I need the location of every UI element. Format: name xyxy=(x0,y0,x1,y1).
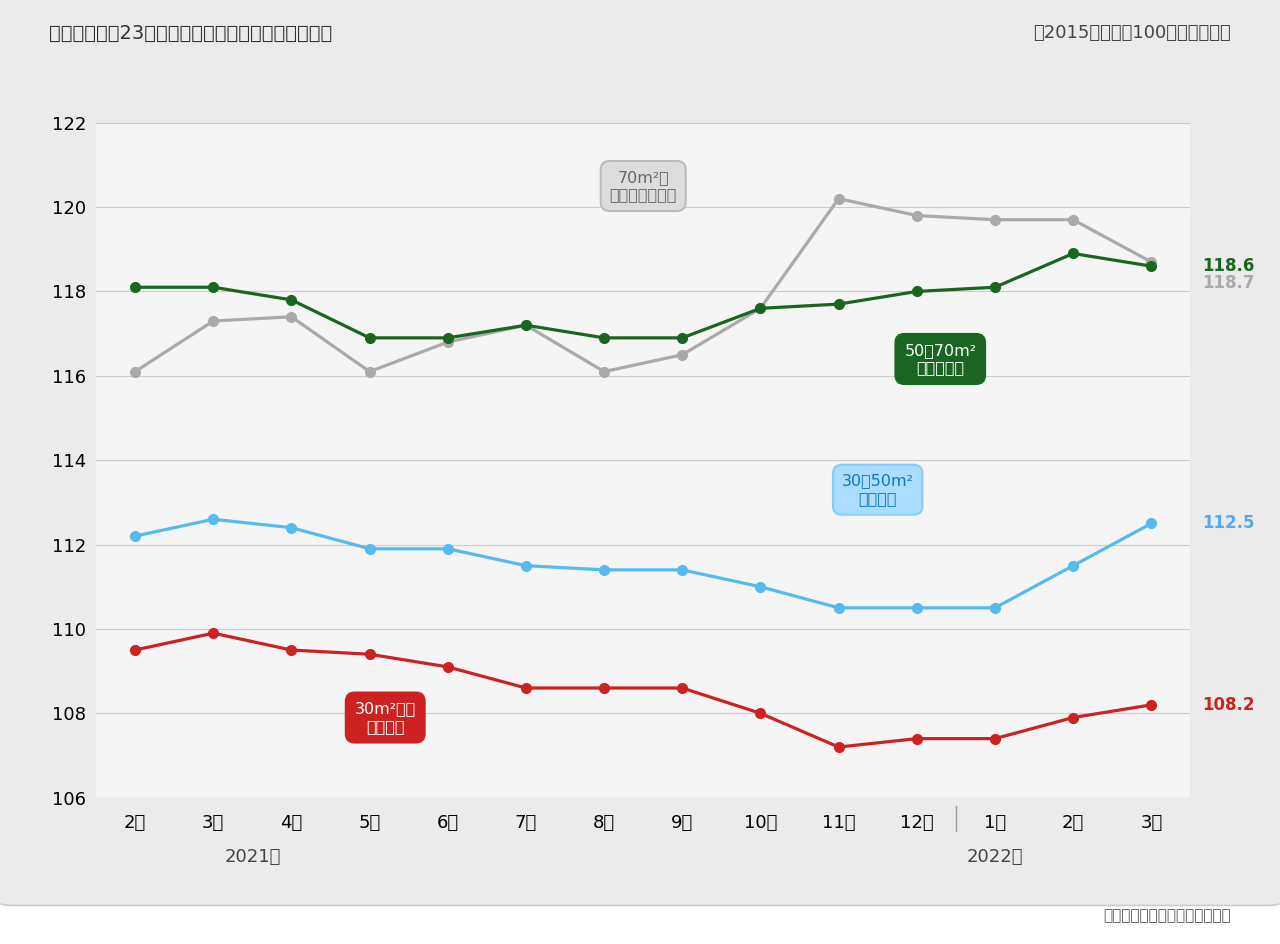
Text: 50〜70m²
ファミリー: 50〜70m² ファミリー xyxy=(904,343,977,375)
Text: 30m²以下
シングル: 30m²以下 シングル xyxy=(355,701,416,733)
Text: 108.2: 108.2 xyxy=(1202,696,1254,714)
Text: 118.6: 118.6 xyxy=(1202,257,1254,275)
Text: 118.7: 118.7 xyxy=(1202,274,1254,292)
Text: 112.5: 112.5 xyxy=(1202,514,1254,532)
Text: （2015年１月＝100としたもの）: （2015年１月＝100としたもの） xyxy=(1034,24,1231,42)
Text: 30〜50m²
カップル: 30〜50m² カップル xyxy=(842,474,914,506)
Text: 図１：【東京23区】マンション平均家賃指数の推移: 図１：【東京23区】マンション平均家賃指数の推移 xyxy=(49,24,332,42)
Text: 出典：（株）アットホーム調べ: 出典：（株）アットホーム調べ xyxy=(1103,908,1231,923)
Text: 2021年: 2021年 xyxy=(224,849,280,867)
Text: 2022年: 2022年 xyxy=(966,849,1023,867)
Text: 70m²超
大型ファミリー: 70m²超 大型ファミリー xyxy=(609,170,677,202)
FancyBboxPatch shape xyxy=(0,0,1280,905)
